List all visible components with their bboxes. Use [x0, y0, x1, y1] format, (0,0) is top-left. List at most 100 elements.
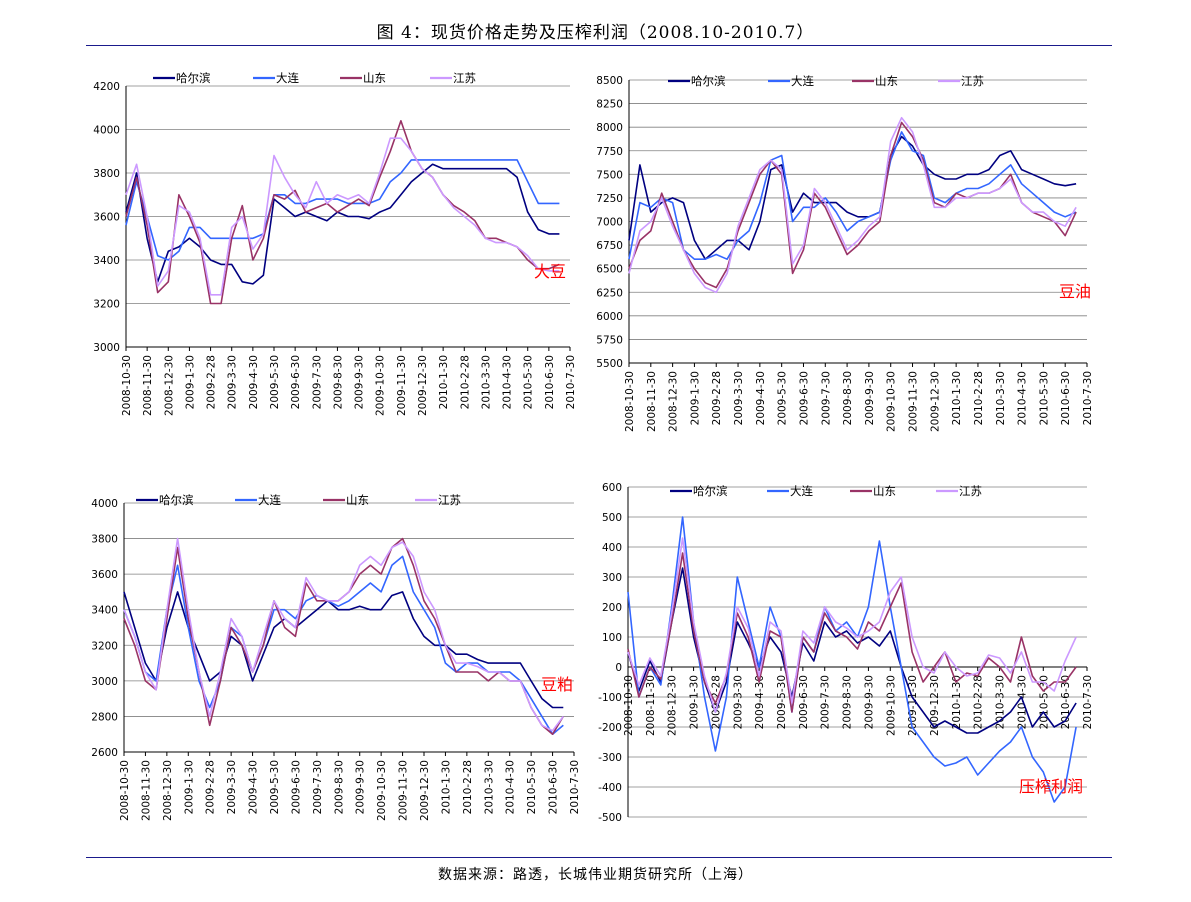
chart-label: 压榨利润: [1019, 777, 1083, 796]
y-tick-label: 6000: [596, 311, 623, 323]
series-line-1: [123, 591, 564, 709]
y-tick-label: 8000: [596, 122, 623, 134]
x-tick-label: 2009-1-30: [184, 355, 196, 409]
x-tick-label: 2009-1-30: [689, 675, 701, 729]
chart-panel-soymeal: 2600 2800 3000 3200 3400 3600 3800 4000 2008-10-…: [91, 493, 581, 821]
y-tick-label: 3000: [93, 342, 120, 354]
y-tick-label: 6250: [596, 287, 623, 299]
y-tick-label: 4000: [91, 498, 118, 510]
legend-entry: 大连: [258, 493, 281, 507]
x-tick-label: 2009-12-30: [417, 355, 429, 416]
x-tick-label: 2009-5-30: [269, 760, 281, 814]
x-tick-label: 2010-6-30: [548, 760, 560, 814]
y-tick-label: 500: [602, 512, 622, 524]
x-tick-label: 2009-11-30: [398, 760, 410, 821]
y-tick-label: 600: [602, 482, 622, 494]
series-line-1: [628, 135, 1077, 261]
x-tick-label: 2010-3-30: [995, 675, 1007, 729]
x-tick-label: 2009-12-30: [419, 760, 431, 821]
x-tick-label: 2009-3-30: [227, 355, 239, 409]
x-tick-label: 2008-10-30: [119, 760, 131, 821]
legend-entry: 哈尔滨: [691, 74, 726, 88]
x-tick-label: 2009-7-30: [820, 371, 832, 425]
series-line-4: [125, 137, 560, 296]
y-tick-label: 0: [615, 662, 622, 674]
y-tick-label: 100: [602, 632, 622, 644]
x-tick-label: 2009-9-30: [863, 675, 875, 729]
x-tick-label: 2009-12-30: [929, 675, 941, 736]
x-tick-label: 2009-2-28: [206, 355, 218, 409]
series-line-2: [628, 131, 1077, 261]
legend-entry: 江苏: [959, 484, 982, 498]
y-tick-label: 7750: [596, 146, 623, 158]
x-tick-label: 2009-12-30: [929, 371, 941, 432]
x-tick-label: 2009-7-30: [820, 675, 832, 729]
y-tick-label: 8500: [596, 75, 623, 87]
x-tick-label: 2009-8-30: [842, 675, 854, 729]
x-tick-label: 2009-5-30: [777, 371, 789, 425]
x-tick-label: 2010-1-30: [951, 675, 963, 729]
y-tick-label: 3800: [91, 534, 118, 546]
x-tick-label: 2009-10-30: [375, 355, 387, 416]
x-tick-label: 2010-7-30: [1082, 675, 1094, 729]
top-rule: [86, 45, 1112, 46]
x-tick-label: 2009-9-30: [354, 355, 366, 409]
y-tick-label: 3200: [91, 640, 118, 652]
x-tick-label: 2009-3-30: [733, 371, 745, 425]
x-tick-label: 2010-6-30: [544, 355, 556, 409]
x-tick-label: 2009-2-28: [711, 371, 723, 425]
x-tick-label: 2008-10-30: [121, 355, 133, 416]
series-line-4: [628, 116, 1077, 294]
x-tick-label: 2009-8-30: [333, 760, 345, 814]
x-tick-label: 2009-6-30: [290, 760, 302, 814]
y-tick-label: -200: [598, 722, 622, 734]
legend-entry: 大连: [276, 71, 299, 85]
x-tick-label: 2010-6-30: [1060, 371, 1072, 425]
y-tick-label: 6750: [596, 240, 623, 252]
x-tick-label: 2010-2-28: [973, 371, 985, 425]
series-line-4: [627, 537, 1077, 713]
legend-entry: 山东: [346, 493, 369, 507]
legend-entry: 大连: [790, 484, 813, 498]
x-tick-label: 2010-1-30: [951, 371, 963, 425]
y-tick-label: 4000: [93, 125, 120, 137]
legend-entry: 山东: [363, 71, 386, 85]
x-tick-label: 2009-10-30: [886, 371, 898, 432]
x-tick-label: 2009-3-30: [732, 675, 744, 729]
chart-panel-soyoil: 5500 5750 6000 6250 6500 6750 7000 7250 7500 7750…: [596, 74, 1094, 432]
x-tick-label: 2009-7-30: [311, 355, 323, 409]
y-tick-label: 7250: [596, 193, 623, 205]
x-tick-label: 2009-9-30: [864, 371, 876, 425]
legend-entry: 山东: [875, 74, 898, 88]
x-tick-label: 2008-10-30: [623, 675, 635, 736]
y-tick-label: 3600: [91, 569, 118, 581]
x-tick-label: 2008-12-30: [667, 675, 679, 736]
x-tick-label: 2008-11-30: [646, 371, 658, 432]
y-tick-label: 5750: [596, 334, 623, 346]
x-tick-label: 2010-1-30: [440, 760, 452, 814]
series-line-1: [125, 163, 560, 285]
y-tick-label: 8250: [596, 99, 623, 111]
y-tick-label: -400: [598, 782, 622, 794]
y-tick-label: 6500: [596, 264, 623, 276]
x-tick-label: 2009-3-30: [226, 760, 238, 814]
x-tick-label: 2008-11-30: [142, 355, 154, 416]
x-tick-label: 2010-2-28: [973, 675, 985, 729]
x-tick-label: 2008-12-30: [162, 760, 174, 821]
x-tick-label: 2009-11-30: [396, 355, 408, 416]
chart-label: 豆油: [1059, 282, 1091, 301]
legend-entry: 哈尔滨: [159, 493, 194, 507]
y-tick-label: 4200: [93, 81, 120, 93]
x-tick-label: 2009-1-30: [183, 760, 195, 814]
x-tick-label: 2009-5-30: [269, 355, 281, 409]
x-tick-label: 2010-7-30: [1082, 371, 1094, 425]
x-tick-label: 2009-10-30: [885, 675, 897, 736]
x-tick-label: 2010-6-30: [1060, 675, 1072, 729]
x-tick-label: 2009-7-30: [312, 760, 324, 814]
x-tick-label: 2009-4-30: [754, 675, 766, 729]
chart-label: 大豆: [534, 262, 566, 281]
y-tick-label: 200: [602, 602, 622, 614]
y-tick-label: 7500: [596, 169, 623, 181]
x-tick-label: 2009-4-30: [755, 371, 767, 425]
legend-entry: 大连: [791, 74, 814, 88]
